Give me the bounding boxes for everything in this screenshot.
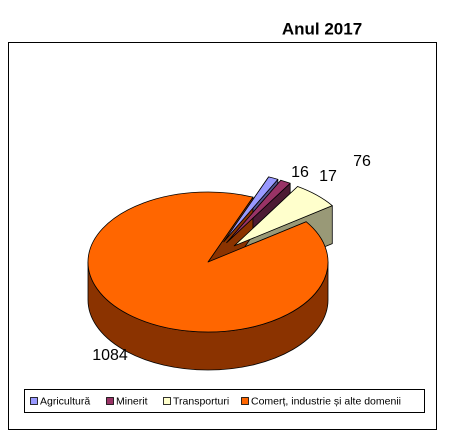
pie-slice (233, 186, 333, 247)
data-label: 17 (319, 168, 337, 185)
legend-swatch (163, 397, 171, 405)
legend-label: Agricultură (40, 395, 90, 407)
data-label: 1084 (92, 347, 128, 364)
pie-slice (87, 191, 329, 333)
legend-box (24, 389, 425, 413)
legend-swatch (30, 397, 38, 405)
legend-label: Minerit (116, 395, 148, 407)
pie-slice (226, 179, 291, 244)
data-label: 76 (353, 153, 371, 170)
legend-swatch (241, 397, 249, 405)
chart-title: Anul 2017 (282, 19, 362, 38)
legend-swatch (106, 397, 114, 405)
legend-label: Transporturi (173, 395, 229, 407)
data-label: 16 (291, 164, 309, 181)
legend-label: Comerț, industrie și alte domenii (251, 395, 401, 407)
pie-slice (223, 176, 279, 243)
